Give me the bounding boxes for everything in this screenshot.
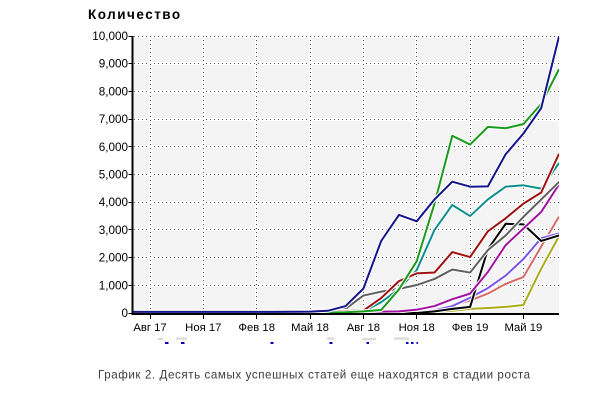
svg-text:Авг 18: Авг 18 xyxy=(347,322,380,334)
svg-text:0: 0 xyxy=(121,307,128,320)
svg-text:Ноя 18: Ноя 18 xyxy=(399,322,435,334)
svg-text:График 2. Десять самых успешны: График 2. Десять самых успешных статей е… xyxy=(98,368,531,381)
svg-text:Фев 18: Фев 18 xyxy=(238,322,275,334)
svg-text:Фев 19: Фев 19 xyxy=(452,322,489,334)
svg-text:10,000: 10,000 xyxy=(92,30,128,43)
svg-text:9,000: 9,000 xyxy=(99,58,129,71)
svg-text:5,000: 5,000 xyxy=(99,169,129,182)
svg-text:Май 18: Май 18 xyxy=(291,322,329,334)
svg-text:3,000: 3,000 xyxy=(99,224,129,237)
svg-text:Количество: Количество xyxy=(88,7,182,22)
svg-text:1,000: 1,000 xyxy=(99,279,129,292)
svg-text:6,000: 6,000 xyxy=(99,141,129,154)
svg-text:Авг 17: Авг 17 xyxy=(133,322,166,334)
svg-text:8,000: 8,000 xyxy=(99,85,129,98)
svg-text:7,000: 7,000 xyxy=(99,113,129,126)
svg-text:4,000: 4,000 xyxy=(99,196,129,209)
svg-text:Ноя 17: Ноя 17 xyxy=(185,322,221,334)
svg-text:Май 19: Май 19 xyxy=(504,322,542,334)
svg-text:2,000: 2,000 xyxy=(99,252,129,265)
